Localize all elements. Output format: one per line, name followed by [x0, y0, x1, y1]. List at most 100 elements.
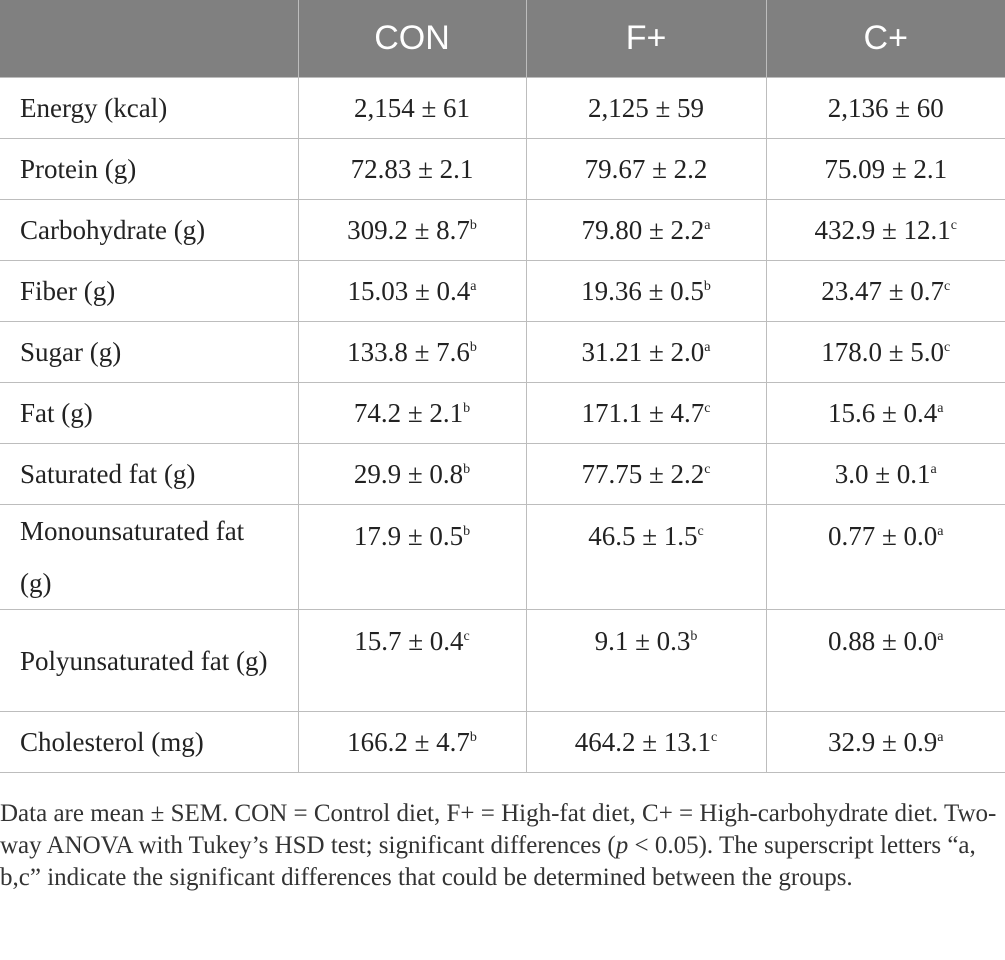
table-cell: 3.0 ± 0.1a [765, 443, 1005, 505]
cell-value: 432.9 ± 12.1 [814, 215, 951, 245]
row-label: Cholesterol (mg) [0, 711, 299, 773]
table-cell: 133.8 ± 7.6b [297, 321, 527, 383]
table-cell: 31.21 ± 2.0a [525, 321, 767, 383]
table-cell: 166.2 ± 4.7b [297, 711, 527, 773]
significance-superscript: a [937, 629, 944, 644]
table-cell: 79.67 ± 2.2 [525, 138, 767, 200]
table-row: Polyunsaturated fat (g) 15.7 ± 0.4c 9.1 ± … [0, 609, 1005, 712]
header-con: CON [297, 0, 527, 78]
table-footnote: Data are mean ± SEM. CON = Control diet,… [0, 798, 1000, 894]
table-row: Cholesterol (mg) 166.2 ± 4.7b 464.2 ± 13.1… [0, 711, 1005, 773]
table-row: Sugar (g) 133.8 ± 7.6b 31.21 ± 2.0a 178.0 ±… [0, 321, 1005, 383]
significance-superscript: b [690, 629, 698, 644]
header-row: CON F+ C+ [0, 0, 1005, 78]
table-cell: 178.0 ± 5.0c [765, 321, 1005, 383]
table-cell: 15.03 ± 0.4a [297, 260, 527, 322]
header-c-plus: C+ [765, 0, 1005, 78]
cell-value: 133.8 ± 7.6 [347, 337, 470, 367]
footnote-text-2: < 0.05). The superscript letters “a, b,c… [0, 832, 976, 891]
table-cell: 17.9 ± 0.5b [297, 504, 527, 610]
cell-value: 166.2 ± 4.7 [347, 727, 470, 757]
significance-superscript: a [937, 524, 944, 539]
cell-value: 464.2 ± 13.1 [574, 727, 712, 757]
table-cell: 23.47 ± 0.7c [765, 260, 1005, 322]
cell-value: 9.1 ± 0.3 [594, 626, 691, 656]
cell-value: 2,136 ± 60 [827, 93, 944, 123]
row-label: Fiber (g) [0, 260, 299, 322]
significance-superscript: a [704, 218, 711, 233]
significance-superscript: c [944, 340, 951, 355]
significance-superscript: c [463, 629, 470, 644]
row-label: Carbohydrate (g) [0, 199, 299, 261]
cell-value: 3.0 ± 0.1 [834, 459, 931, 489]
diet-composition-table: CON F+ C+ Energy (kcal) 2,154 ± 61 2,125 ± 5… [0, 0, 1005, 773]
table-header: CON F+ C+ [0, 0, 1005, 78]
significance-superscript: c [704, 401, 711, 416]
table-cell: 46.5 ± 1.5c [525, 504, 767, 610]
row-label: Polyunsaturated fat (g) [0, 609, 299, 712]
row-label: Monounsaturated fat (g) [0, 504, 299, 610]
table-cell: 432.9 ± 12.1c [765, 199, 1005, 261]
significance-superscript: b [463, 462, 471, 477]
cell-value: 17.9 ± 0.5 [353, 521, 464, 551]
cell-value: 2,125 ± 59 [587, 93, 705, 123]
table-row: Fat (g) 74.2 ± 2.1b 171.1 ± 4.7c 15.6 ± 0.4… [0, 382, 1005, 444]
cell-value: 0.77 ± 0.0 [827, 521, 938, 551]
table-cell: 15.7 ± 0.4c [297, 609, 527, 712]
cell-value: 79.67 ± 2.2 [584, 154, 708, 184]
cell-value: 309.2 ± 8.7 [347, 215, 470, 245]
footnote-p-symbol: p [615, 832, 629, 859]
significance-superscript: a [937, 730, 944, 745]
cell-value: 23.47 ± 0.7 [821, 276, 945, 306]
cell-value: 15.7 ± 0.4 [354, 626, 464, 656]
cell-value: 19.36 ± 0.5 [581, 276, 704, 306]
significance-superscript: c [704, 462, 711, 477]
cell-value: 72.83 ± 2.1 [350, 154, 474, 184]
significance-superscript: c [711, 730, 718, 745]
table-cell: 2,154 ± 61 [297, 77, 527, 139]
row-label: Fat (g) [0, 382, 299, 444]
row-label: Saturated fat (g) [0, 443, 299, 505]
table-cell: 0.88 ± 0.0a [765, 609, 1005, 712]
table-cell: 2,136 ± 60 [765, 77, 1005, 139]
table-row: Carbohydrate (g) 309.2 ± 8.7b 79.80 ± 2.2a… [0, 199, 1005, 261]
table-cell: 77.75 ± 2.2c [525, 443, 767, 505]
cell-value: 0.88 ± 0.0 [827, 626, 938, 656]
cell-value: 15.03 ± 0.4 [347, 276, 471, 306]
row-label: Energy (kcal) [0, 77, 299, 139]
cell-value: 75.09 ± 2.1 [824, 154, 948, 184]
table-cell: 2,125 ± 59 [525, 77, 767, 139]
significance-superscript: c [944, 279, 951, 294]
table-cell: 75.09 ± 2.1 [765, 138, 1005, 200]
cell-value: 2,154 ± 61 [353, 93, 471, 123]
cell-value: 29.9 ± 0.8 [353, 459, 464, 489]
row-label: Protein (g) [0, 138, 299, 200]
significance-superscript: a [470, 279, 477, 294]
table-row: Saturated fat (g) 29.9 ± 0.8b 77.75 ± 2.2c… [0, 443, 1005, 505]
table-cell: 32.9 ± 0.9a [765, 711, 1005, 773]
table-cell: 79.80 ± 2.2a [525, 199, 767, 261]
table-row: Fiber (g) 15.03 ± 0.4a 19.36 ± 0.5b 23.47 ±… [0, 260, 1005, 322]
footnote-text-1: Data are mean ± SEM. CON = Control diet,… [0, 800, 997, 859]
table-cell: 309.2 ± 8.7b [297, 199, 527, 261]
significance-superscript: a [704, 340, 711, 355]
significance-superscript: b [469, 218, 477, 233]
cell-value: 77.75 ± 2.2 [581, 459, 705, 489]
significance-superscript: c [697, 524, 704, 539]
table-cell: 0.77 ± 0.0a [765, 504, 1005, 610]
table-cell: 171.1 ± 4.7c [525, 382, 767, 444]
table-cell: 72.83 ± 2.1 [297, 138, 527, 200]
data-table-container: CON F+ C+ Energy (kcal) 2,154 ± 61 2,125 ± 5… [0, 0, 1005, 773]
cell-value: 31.21 ± 2.0 [581, 337, 705, 367]
cell-value: 32.9 ± 0.9 [827, 727, 938, 757]
cell-value: 171.1 ± 4.7 [581, 398, 705, 428]
table-cell: 15.6 ± 0.4a [765, 382, 1005, 444]
table-row: Protein (g) 72.83 ± 2.1 79.67 ± 2.2 75.09 ±… [0, 138, 1005, 200]
significance-superscript: c [950, 218, 958, 233]
table-cell: 29.9 ± 0.8b [297, 443, 527, 505]
row-label: Sugar (g) [0, 321, 299, 383]
significance-superscript: b [469, 730, 477, 745]
significance-superscript: a [930, 462, 937, 477]
table-body: Energy (kcal) 2,154 ± 61 2,125 ± 59 2,136 ±… [0, 77, 1005, 773]
significance-superscript: a [937, 401, 944, 416]
